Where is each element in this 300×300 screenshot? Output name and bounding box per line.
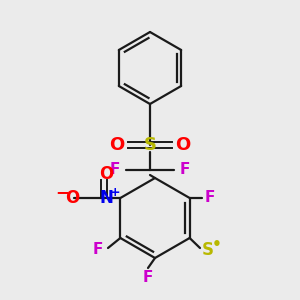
Text: N: N xyxy=(99,189,113,207)
Text: F: F xyxy=(205,190,215,206)
Text: S: S xyxy=(143,136,157,154)
Text: O: O xyxy=(110,136,124,154)
Text: F: F xyxy=(110,163,120,178)
Text: O: O xyxy=(99,165,113,183)
Text: F: F xyxy=(180,163,190,178)
Text: •: • xyxy=(212,238,222,253)
Text: F: F xyxy=(143,271,153,286)
Text: +: + xyxy=(110,187,120,200)
Text: S: S xyxy=(202,241,214,259)
Text: O: O xyxy=(65,189,79,207)
Text: O: O xyxy=(176,136,190,154)
Text: F: F xyxy=(93,242,103,257)
Text: −: − xyxy=(55,183,69,201)
